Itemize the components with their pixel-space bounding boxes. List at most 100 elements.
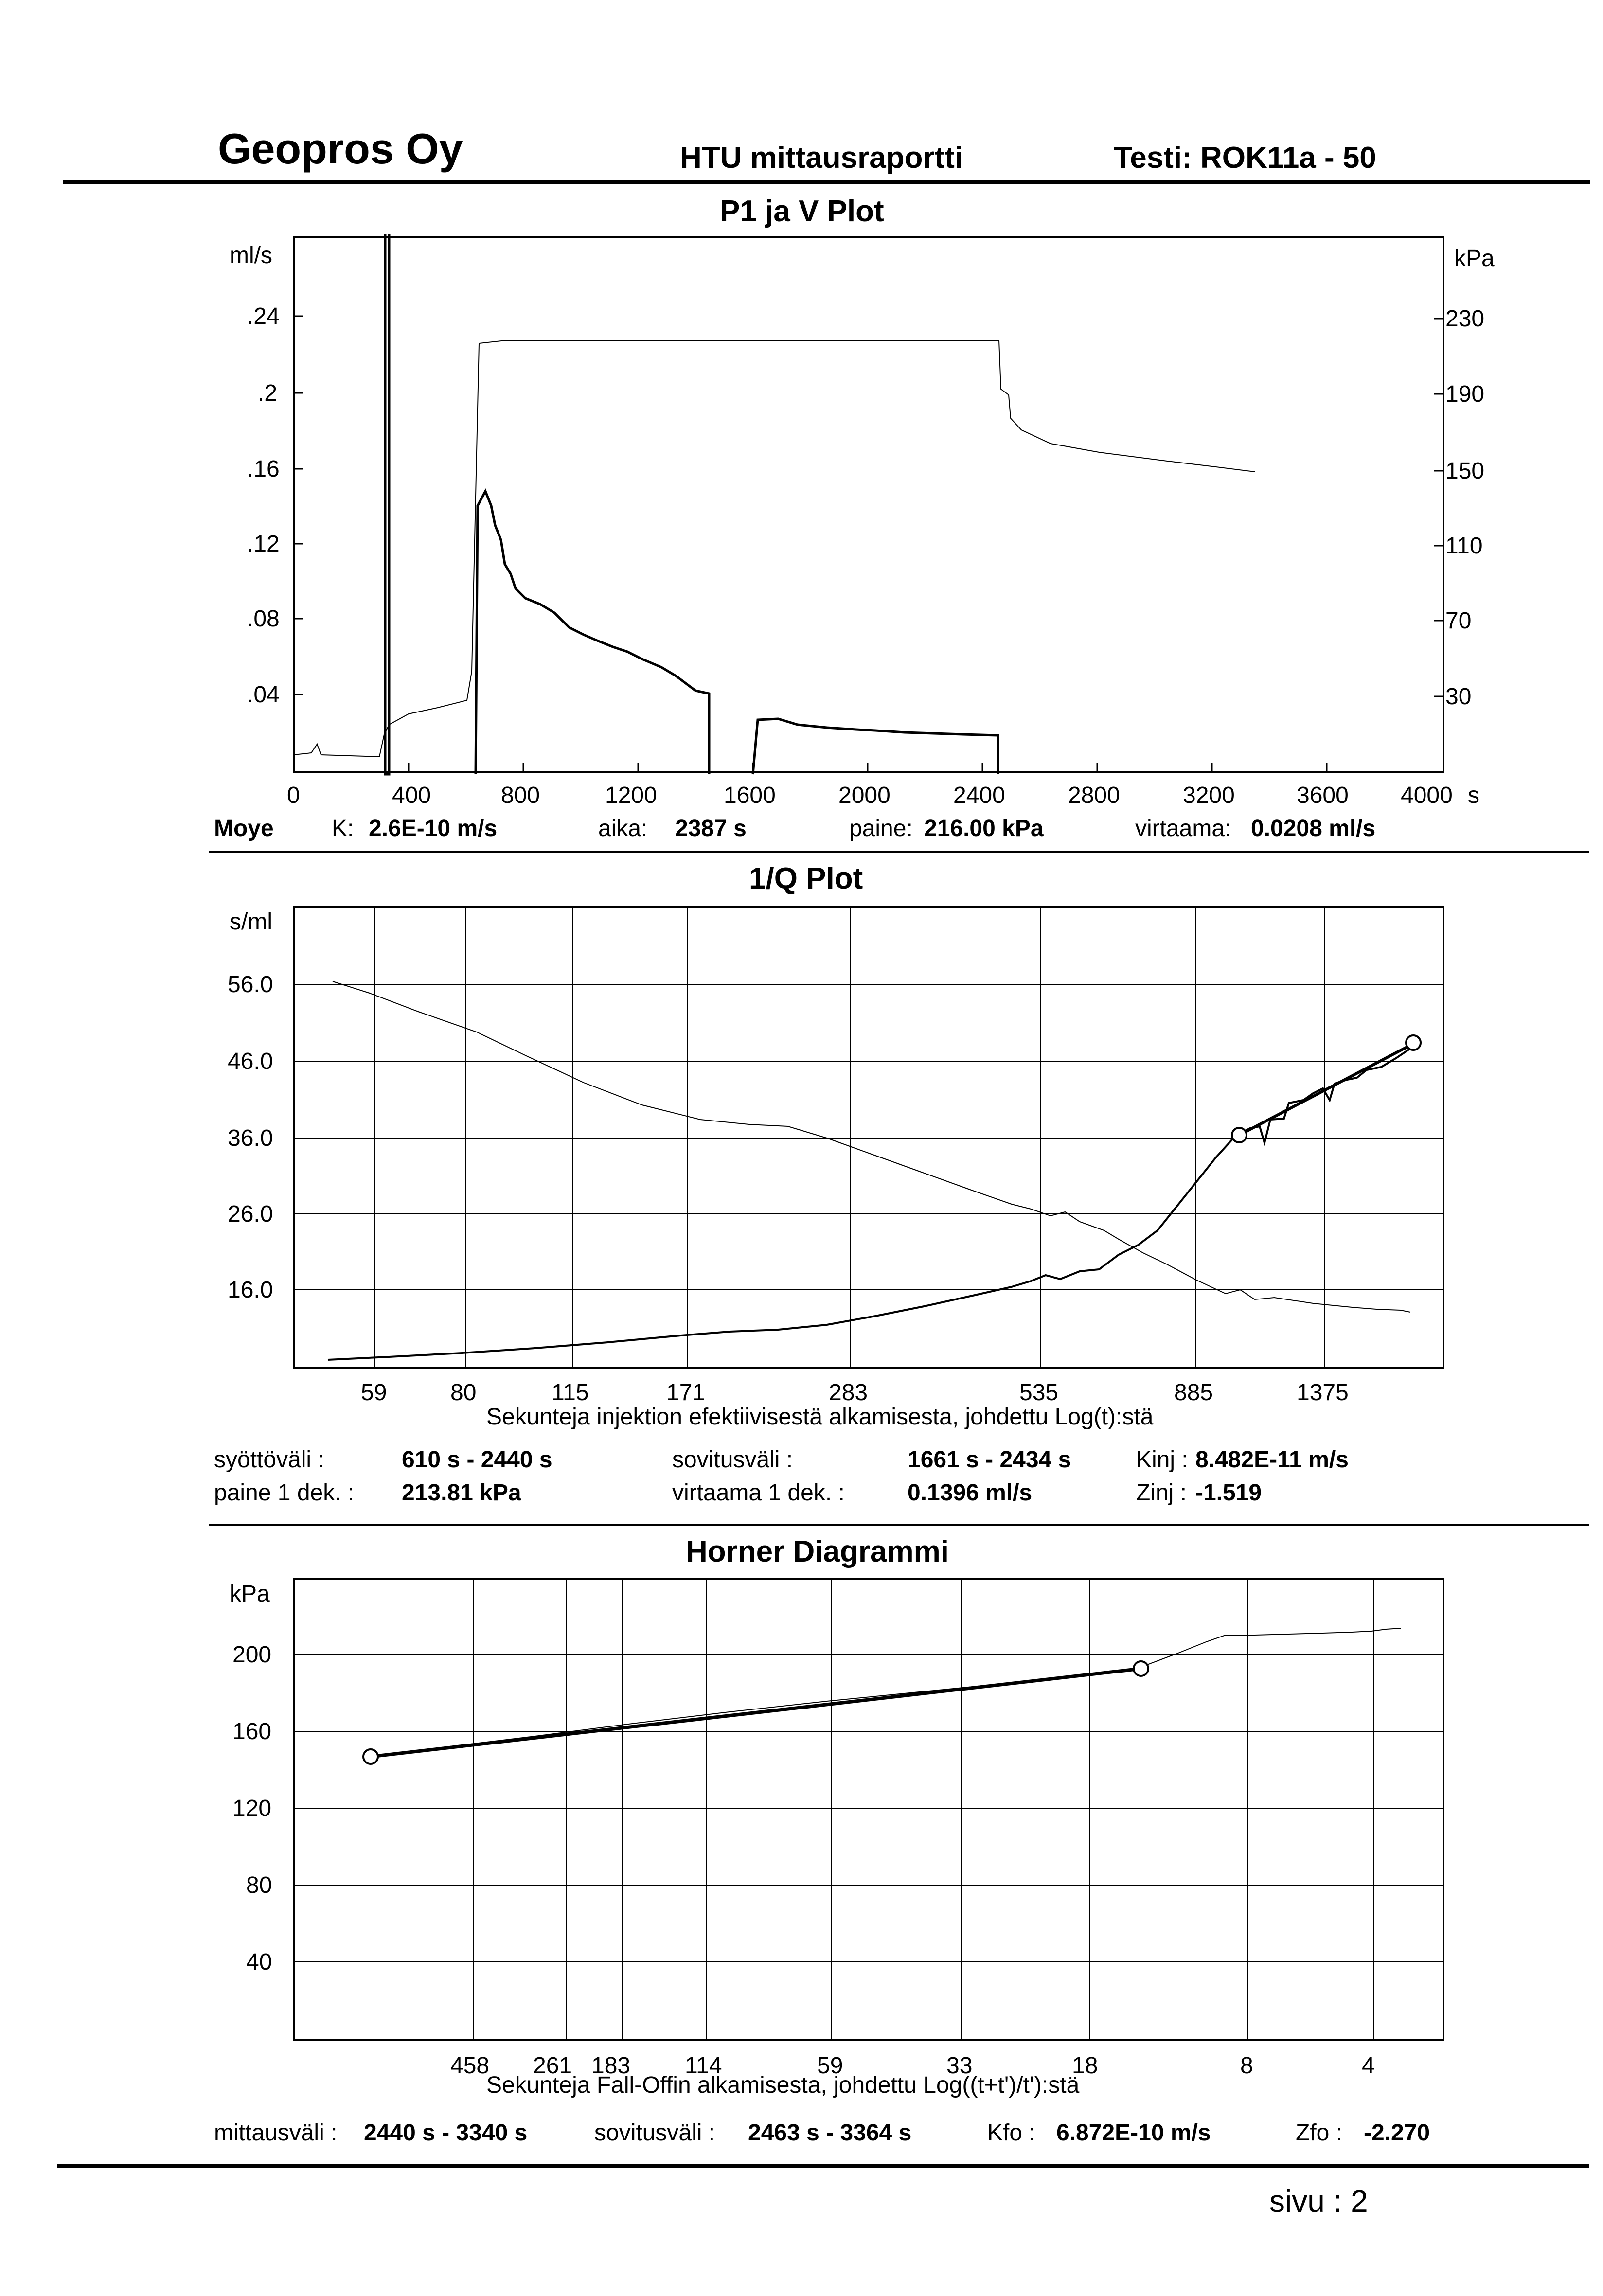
info1-paine-value: 216.00 kPa	[924, 816, 1044, 841]
plot1-x-tick: 800	[501, 783, 540, 808]
section-rule-1	[209, 851, 1589, 853]
plot3-grid	[294, 1579, 1443, 2040]
page-number: sivu : 2	[1269, 2184, 1368, 2219]
plot2-frame	[293, 906, 1444, 1369]
plot3-x-tick: 183	[591, 2053, 631, 2079]
info2-zinj-label: Zinj :	[1136, 1480, 1187, 1506]
plot2-chart	[293, 906, 1444, 1369]
info3-kfo-label: Kfo :	[987, 2120, 1035, 2146]
plot1-left-tick: .08	[247, 606, 280, 632]
plot1-chart	[293, 234, 1444, 776]
plot2-x-tick: 535	[1019, 1380, 1059, 1406]
plot1-x-tick: 2000	[838, 783, 891, 808]
info1-name: Moye	[214, 816, 274, 841]
plot2-x-tick: 283	[829, 1380, 868, 1406]
plot2-title: 1/Q Plot	[749, 862, 863, 895]
plot1-x-unit: s	[1468, 783, 1479, 808]
plot2-y-tick: 56.0	[228, 972, 273, 997]
plot1-left-tick: .2	[258, 380, 278, 406]
plot2-x-tick: 171	[666, 1380, 706, 1406]
plot2-x-tick: 115	[552, 1380, 589, 1406]
plot1-flow-curve	[384, 234, 999, 776]
info3-mittaus-label: mittausväli :	[214, 2120, 338, 2146]
plot3-x-tick: 114	[685, 2053, 722, 2079]
plot3-fit-start-marker	[362, 1748, 379, 1765]
section-rule-2	[209, 1524, 1589, 1526]
plot1-x-tick: 1200	[605, 783, 657, 808]
plot1-left-unit: ml/s	[230, 243, 272, 268]
plot2-x-tick: 80	[450, 1380, 477, 1406]
plot3-x-tick: 4	[1362, 2053, 1375, 2079]
plot2-y-unit: s/ml	[230, 909, 272, 935]
plot1-right-ticks	[1434, 318, 1443, 697]
info2-virtaama-value: 0.1396 ml/s	[908, 1480, 1033, 1506]
plot3-y-tick: 200	[232, 1642, 272, 1668]
plot1-right-tick: 30	[1445, 684, 1472, 710]
plot3-fit-line	[370, 1667, 1141, 1759]
info2-kinj-label: Kinj :	[1136, 1447, 1188, 1473]
footer-rule	[57, 2164, 1589, 2168]
plot1-x-tick: 2800	[1068, 783, 1120, 808]
report-title: HTU mittausraportti	[680, 141, 963, 175]
info1-virtaama-label: virtaama:	[1135, 816, 1231, 841]
plot3-x-tick: 33	[946, 2053, 973, 2079]
plot3-x-label: Sekunteja Fall-Offin alkamisesta, johdet…	[486, 2072, 1080, 2098]
plot1-right-tick: 110	[1445, 533, 1483, 559]
plot1-right-tick: 230	[1445, 306, 1485, 332]
info1-aika-label: aika:	[598, 816, 648, 841]
plot1-x-tick: 400	[392, 783, 431, 808]
info3-zfo-value: -2.270	[1364, 2120, 1430, 2146]
plot2-y-tick: 46.0	[228, 1049, 273, 1074]
test-id: Testi: ROK11a - 50	[1114, 141, 1376, 175]
plot3-chart	[293, 1578, 1444, 2041]
plot2-y-tick: 16.0	[228, 1277, 273, 1303]
plot1-frame	[293, 236, 1444, 773]
plot1-title: P1 ja V Plot	[720, 195, 884, 228]
info2-zinj-value: -1.519	[1195, 1480, 1262, 1506]
plot1-x-tick: 3200	[1183, 783, 1235, 808]
plot3-y-tick: 120	[232, 1796, 272, 1821]
plot1-pressure-curve	[293, 340, 1255, 758]
plot2-x-tick: 59	[361, 1380, 387, 1406]
info1-k-label: K:	[332, 816, 354, 841]
plot1-left-tick: .16	[247, 456, 280, 482]
plot1-x-tick: 3600	[1297, 783, 1349, 808]
info2-kinj-value: 8.482E-11 m/s	[1195, 1447, 1349, 1473]
info2-syotto-value: 610 s - 2440 s	[402, 1447, 552, 1473]
plot2-fit-start-marker	[1231, 1127, 1247, 1143]
info1-aika-value: 2387 s	[675, 816, 747, 841]
plot3-y-unit: kPa	[230, 1581, 270, 1607]
plot3-title: Horner Diagrammi	[686, 1535, 949, 1568]
info1-k-value: 2.6E-10 m/s	[369, 816, 498, 841]
plot2-x-tick: 1375	[1297, 1380, 1349, 1406]
company-name: Geopros Oy	[218, 125, 463, 173]
plot2-x-tick: 885	[1174, 1380, 1213, 1406]
info2-syotto-label: syöttöväli :	[214, 1447, 324, 1473]
plot1-left-tick: .12	[247, 531, 280, 557]
plot1-x-tick: 4000	[1401, 783, 1453, 808]
plot1-x-tick: 0	[287, 783, 300, 808]
plot2-grid	[294, 907, 1443, 1368]
plot3-fit-end-marker	[1133, 1660, 1149, 1677]
plot2-decreasing-curve	[332, 981, 1411, 1313]
plot1-x-tick: 1600	[724, 783, 776, 808]
plot3-frame	[293, 1578, 1444, 2041]
plot2-y-tick: 26.0	[228, 1201, 273, 1227]
plot3-x-tick: 8	[1240, 2053, 1253, 2079]
info1-virtaama-value: 0.0208 ml/s	[1251, 816, 1376, 841]
plot3-y-tick: 40	[246, 1949, 272, 1975]
info3-sovitus-label: sovitusväli :	[594, 2120, 715, 2146]
info3-mittaus-value: 2440 s - 3340 s	[364, 2120, 528, 2146]
plot1-right-tick: 70	[1445, 608, 1472, 634]
plot2-increasing-curve	[327, 1048, 1411, 1361]
plot3-x-tick: 18	[1072, 2053, 1098, 2079]
plot2-fit-end-marker	[1405, 1034, 1422, 1051]
info2-sovitus-label: sovitusväli :	[672, 1447, 793, 1473]
plot1-left-tick: .04	[247, 682, 280, 708]
plot3-x-tick: 458	[450, 2053, 490, 2079]
plot2-x-label: Sekunteja injektion efektiivisestä alkam…	[486, 1404, 1154, 1430]
plot3-y-tick: 160	[232, 1719, 272, 1744]
plot1-left-ticks	[294, 315, 303, 695]
header-rule	[63, 180, 1590, 184]
plot1-right-unit: kPa	[1454, 246, 1495, 271]
